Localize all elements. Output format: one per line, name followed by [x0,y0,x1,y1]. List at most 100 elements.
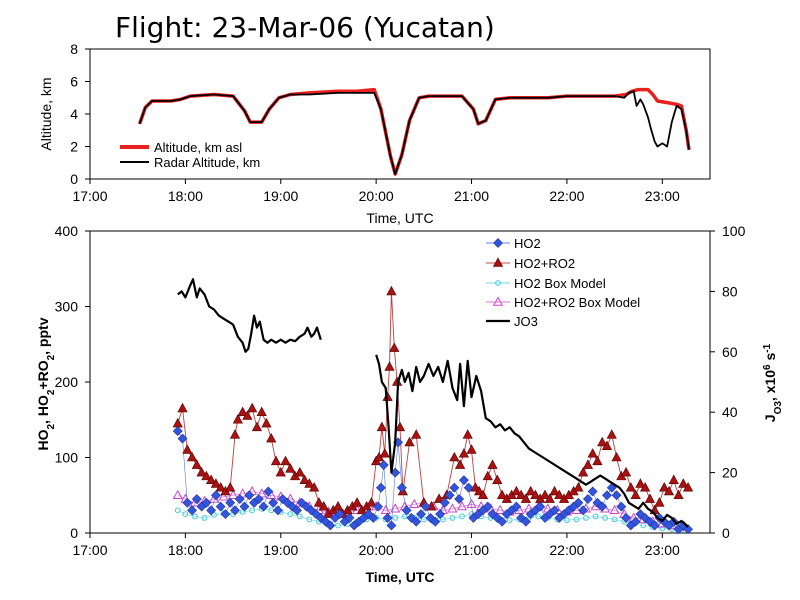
legend-label-ho2-ro2: HO2+RO2 [514,256,575,271]
altitude-x-label: Time, UTC [366,210,433,226]
ho2-point [549,505,560,516]
ho2-point [344,512,355,523]
x-tick-label: 22:00 [549,542,584,558]
ho2-ro2-point [201,470,212,481]
ho2-box-model-point [174,507,181,514]
legend-marker [492,257,504,267]
legend-marker [492,296,504,306]
ho2-point [444,490,455,501]
ho2-ro2-box-model-point [409,498,420,509]
ho2-ro2-point [449,451,460,462]
ho2-ro2-point [578,466,589,477]
ho2-ro2-point [256,406,267,417]
ho2-box-model-point [602,515,608,521]
ho2-ro2-point [247,402,258,413]
radicals-legend: HO2 HO2+RO2 HO2 Box Model HO2+RO2 Box Mo… [486,236,640,329]
ho2-ro2-point [582,459,594,469]
ho2-ro2-point [525,485,536,496]
y2-tick-label: 100 [722,223,746,239]
radicals-x-label: Time, UTC [366,569,435,585]
ho2-box-model-point [659,525,666,532]
legend-swatch-ho2-box-model [486,280,510,286]
radicals-y2-label: JO3, x106 s-1 [762,343,784,422]
legend-swatch-ho2 [486,238,510,248]
ho2-point [253,494,264,504]
ho2-point [263,486,274,497]
ho2-ro2-point [434,493,445,503]
ho2-point [520,516,531,527]
y2-tick-label: 80 [722,283,738,299]
ho2-ro2-point [404,436,415,447]
ho2-point [373,501,383,512]
ho2-point [268,497,279,508]
ho2-ro2-point [191,459,202,469]
ho2-point [244,490,255,501]
ho2-point [396,482,407,493]
ho2-box-model-point [401,513,408,520]
ho2-ro2-point [242,410,253,420]
ho2-point [597,501,608,512]
ho2-ro2-point [394,421,406,432]
legend-swatch-ho2-ro2-box-model [486,296,510,306]
ho2-point [215,501,226,512]
x-tick-label: 18:00 [168,188,203,204]
ho2-ro2-point [640,482,651,492]
legend-marker [493,238,503,248]
ho2-ro2-point [477,489,489,500]
radar-altitude-line [138,90,690,175]
y-tick-label: 4 [70,106,78,122]
ho2-ro2-point [411,429,422,439]
ho2-ro2-point [270,455,282,466]
ho2-ro2-point [172,417,183,428]
ho2-ro2-box-model-point [172,489,183,499]
ho2-point [449,482,460,493]
radicals-x-ticks: 17:00 18:00 19:00 20:00 21:00 22:00 23:00 [72,533,680,558]
ho2-ro2-point [280,455,291,466]
figure-title: Flight: 23-Mar-06 (Yucatan) [115,11,495,44]
altitude-legend: Altitude, km asl Radar Altitude, km [120,140,260,170]
y2-tick-label: 40 [722,404,738,420]
ho2-ro2-point [539,489,551,500]
ho2-point [420,501,431,512]
y-tick-label: 300 [55,299,79,315]
x-tick-label: 18:00 [168,542,203,558]
ho2-ro2-point [294,466,305,477]
ho2-point [191,494,202,504]
ho2-point [511,501,522,512]
y-tick-label: 2 [70,139,78,155]
ho2-ro2-point [530,489,541,500]
ho2-ro2-box-model-point [228,489,239,499]
altitude-chart: 17:00 18:00 19:00 20:00 21:00 22:00 23:00 0 2 4 6… [38,41,711,226]
ho2-box-model-point [592,513,599,520]
ho2-ro2-series [172,285,694,518]
ho2-box-model-point [182,511,189,518]
ho2-point [225,497,236,508]
ho2-ro2-point [313,497,325,507]
ho2-ro2-point [516,489,527,500]
altitude-y-ticks: 0 2 4 6 8 [70,41,90,187]
ho2-box-model-point [392,515,399,521]
y-tick-label: 400 [55,223,79,239]
ho2-box-model-point [611,516,618,523]
ho2-ro2-point [206,474,217,484]
ho2-ro2-point [654,497,665,507]
ho2-box-model-point [249,507,256,514]
ho2-point [292,505,302,516]
ho2-ro2-point [384,361,395,371]
ho2-ro2-point [678,478,689,488]
y-tick-label: 8 [70,41,78,57]
ho2-point [587,486,598,497]
ho2-ro2-point [611,451,622,462]
ho2-box-model-point [335,522,341,529]
ho2-point [220,509,231,520]
radicals-chart: 17:00 18:00 19:00 20:00 21:00 22:00 23:00 0 100… [35,223,784,585]
ho2-ro2-point [237,406,248,417]
legend-label-ho2-ro2-box-model: HO2+RO2 Box Model [514,295,640,310]
x-tick-label: 19:00 [263,188,298,204]
ho2-point [386,520,397,531]
radicals-y-label: HO2, HO2+RO2, pptv [35,317,57,450]
legend-label-altitude: Altitude, km asl [154,140,242,155]
ho2-box-model-point [449,515,456,521]
ho2-point [630,516,641,527]
ho2-point [582,494,593,504]
